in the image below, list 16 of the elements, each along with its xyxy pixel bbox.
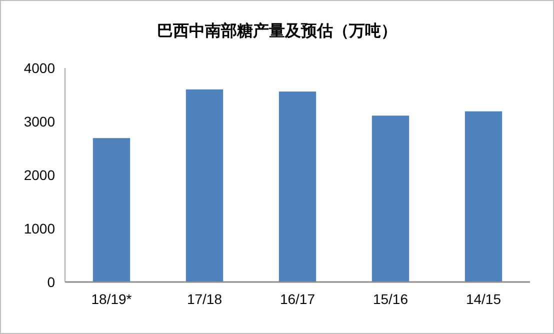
x-tick-label: 14/15 xyxy=(466,291,502,307)
chart-title: 巴西中南部糖产量及预估（万吨） xyxy=(157,22,397,40)
bar xyxy=(278,92,316,282)
y-tick-label: 3000 xyxy=(24,114,56,130)
y-tick-label: 1000 xyxy=(24,220,56,236)
y-tick-label: 2000 xyxy=(24,167,56,183)
bar xyxy=(186,89,224,282)
y-tick-label: 0 xyxy=(47,274,56,290)
bar xyxy=(372,116,410,282)
bar xyxy=(92,138,130,282)
x-tick-label: 17/18 xyxy=(186,291,222,307)
x-tick-label: 16/17 xyxy=(280,291,316,307)
x-tick-label: 18/19* xyxy=(91,291,132,307)
bar xyxy=(464,111,502,282)
x-tick-label: 15/16 xyxy=(372,291,408,307)
y-tick-label: 4000 xyxy=(24,60,56,76)
